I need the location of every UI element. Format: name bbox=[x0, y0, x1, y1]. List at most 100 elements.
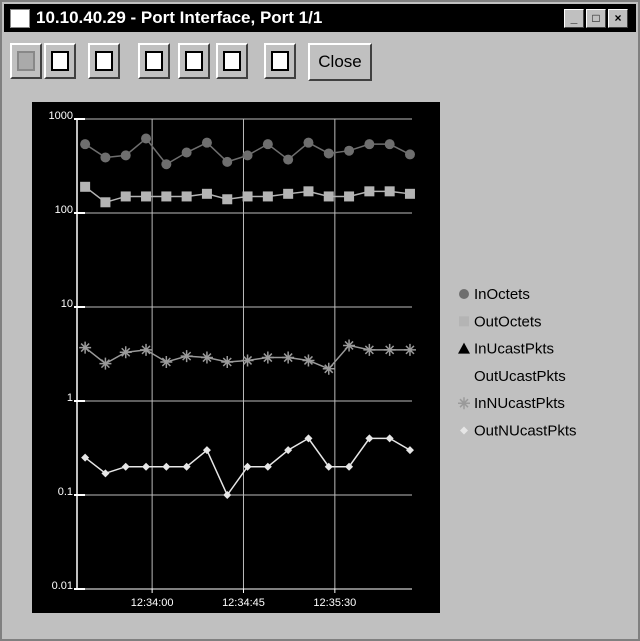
data-point bbox=[100, 197, 111, 208]
data-point bbox=[344, 191, 355, 202]
data-point bbox=[283, 188, 294, 199]
data-point bbox=[242, 191, 253, 202]
data-point bbox=[284, 446, 293, 455]
data-point bbox=[343, 339, 356, 352]
data-point bbox=[120, 191, 131, 202]
plot-background bbox=[32, 102, 440, 613]
data-point bbox=[119, 346, 132, 359]
data-point bbox=[141, 133, 152, 144]
y-tick-label: 10 bbox=[61, 298, 73, 310]
legend-label: InNUcastPkts bbox=[474, 395, 565, 412]
data-point bbox=[243, 462, 252, 471]
legend-label: InOctets bbox=[474, 286, 530, 303]
data-point bbox=[81, 453, 90, 462]
data-point bbox=[405, 446, 414, 455]
legend-marker bbox=[458, 397, 470, 410]
y-tick-label: 0.1 bbox=[58, 486, 73, 498]
data-point bbox=[161, 159, 172, 170]
data-point bbox=[161, 191, 172, 202]
legend-label: InUcastPkts bbox=[474, 341, 554, 358]
tool-zoom[interactable] bbox=[88, 43, 120, 79]
data-point bbox=[201, 137, 212, 148]
data-point bbox=[142, 462, 151, 471]
data-point bbox=[323, 191, 334, 202]
data-point bbox=[384, 186, 395, 197]
legend-label: OutOctets bbox=[474, 313, 542, 330]
data-point bbox=[223, 491, 232, 499]
legend-marker bbox=[458, 342, 470, 354]
legend-label: OutUcastPkts bbox=[474, 368, 566, 385]
data-point bbox=[262, 139, 273, 150]
legend-marker bbox=[459, 289, 469, 299]
data-point bbox=[100, 152, 111, 163]
close-button[interactable]: Close bbox=[308, 43, 372, 81]
data-point bbox=[242, 150, 253, 161]
data-point bbox=[200, 351, 213, 364]
maximize-button[interactable]: □ bbox=[586, 9, 606, 28]
tool-refresh[interactable] bbox=[44, 43, 76, 79]
data-point bbox=[322, 362, 335, 375]
data-point bbox=[344, 145, 355, 156]
y-tick-label: 1 bbox=[67, 392, 73, 404]
data-point bbox=[384, 139, 395, 150]
tool-bar-chart[interactable] bbox=[216, 43, 248, 79]
y-tick-label: 1000 bbox=[49, 110, 73, 122]
data-point bbox=[364, 186, 375, 197]
data-point bbox=[364, 139, 375, 150]
window-icon bbox=[10, 9, 30, 28]
data-point bbox=[181, 191, 192, 202]
data-point bbox=[303, 137, 314, 148]
data-point bbox=[403, 343, 416, 356]
data-point bbox=[141, 191, 152, 202]
data-point bbox=[261, 351, 274, 364]
data-point bbox=[363, 343, 376, 356]
data-point bbox=[404, 149, 415, 160]
data-point bbox=[80, 139, 91, 150]
data-point bbox=[303, 186, 314, 197]
data-point bbox=[283, 154, 294, 165]
data-point bbox=[365, 434, 374, 443]
data-point bbox=[323, 148, 334, 159]
data-point bbox=[282, 351, 295, 364]
tool-disabled[interactable] bbox=[10, 43, 42, 79]
data-point bbox=[180, 350, 193, 363]
data-point bbox=[241, 354, 254, 367]
data-point bbox=[304, 434, 313, 443]
data-point bbox=[79, 341, 92, 354]
legend-label: OutNUcastPkts bbox=[474, 422, 577, 439]
data-point bbox=[121, 462, 130, 471]
title-bar: 10.10.40.29 - Port Interface, Port 1/1 _… bbox=[4, 4, 636, 32]
y-tick-label: 0.01 bbox=[52, 580, 73, 592]
data-point bbox=[201, 188, 212, 199]
data-point bbox=[140, 343, 153, 356]
data-point bbox=[222, 194, 233, 205]
x-tick-label: 12:34:45 bbox=[222, 597, 265, 609]
y-tick-label: 100 bbox=[55, 204, 73, 216]
data-point bbox=[202, 446, 211, 455]
close-window-button[interactable]: × bbox=[608, 9, 628, 28]
data-point bbox=[404, 188, 415, 199]
data-point bbox=[162, 462, 171, 471]
data-point bbox=[324, 462, 333, 471]
legend-marker bbox=[460, 426, 468, 435]
data-point bbox=[383, 343, 396, 356]
tool-print[interactable] bbox=[264, 43, 296, 79]
window-title: 10.10.40.29 - Port Interface, Port 1/1 bbox=[36, 8, 323, 27]
x-tick-label: 12:35:30 bbox=[313, 597, 356, 609]
data-point bbox=[120, 150, 131, 161]
minimize-button[interactable]: _ bbox=[564, 9, 584, 28]
data-point bbox=[182, 462, 191, 471]
data-point bbox=[262, 191, 273, 202]
data-point bbox=[222, 156, 233, 167]
data-point bbox=[101, 469, 110, 478]
data-point bbox=[302, 354, 315, 367]
tool-line-chart[interactable] bbox=[178, 43, 210, 79]
data-point bbox=[385, 434, 394, 443]
tool-area-chart[interactable] bbox=[138, 43, 170, 79]
data-point bbox=[181, 147, 192, 158]
data-point bbox=[99, 357, 112, 370]
data-point bbox=[345, 462, 354, 471]
data-point bbox=[80, 181, 91, 192]
